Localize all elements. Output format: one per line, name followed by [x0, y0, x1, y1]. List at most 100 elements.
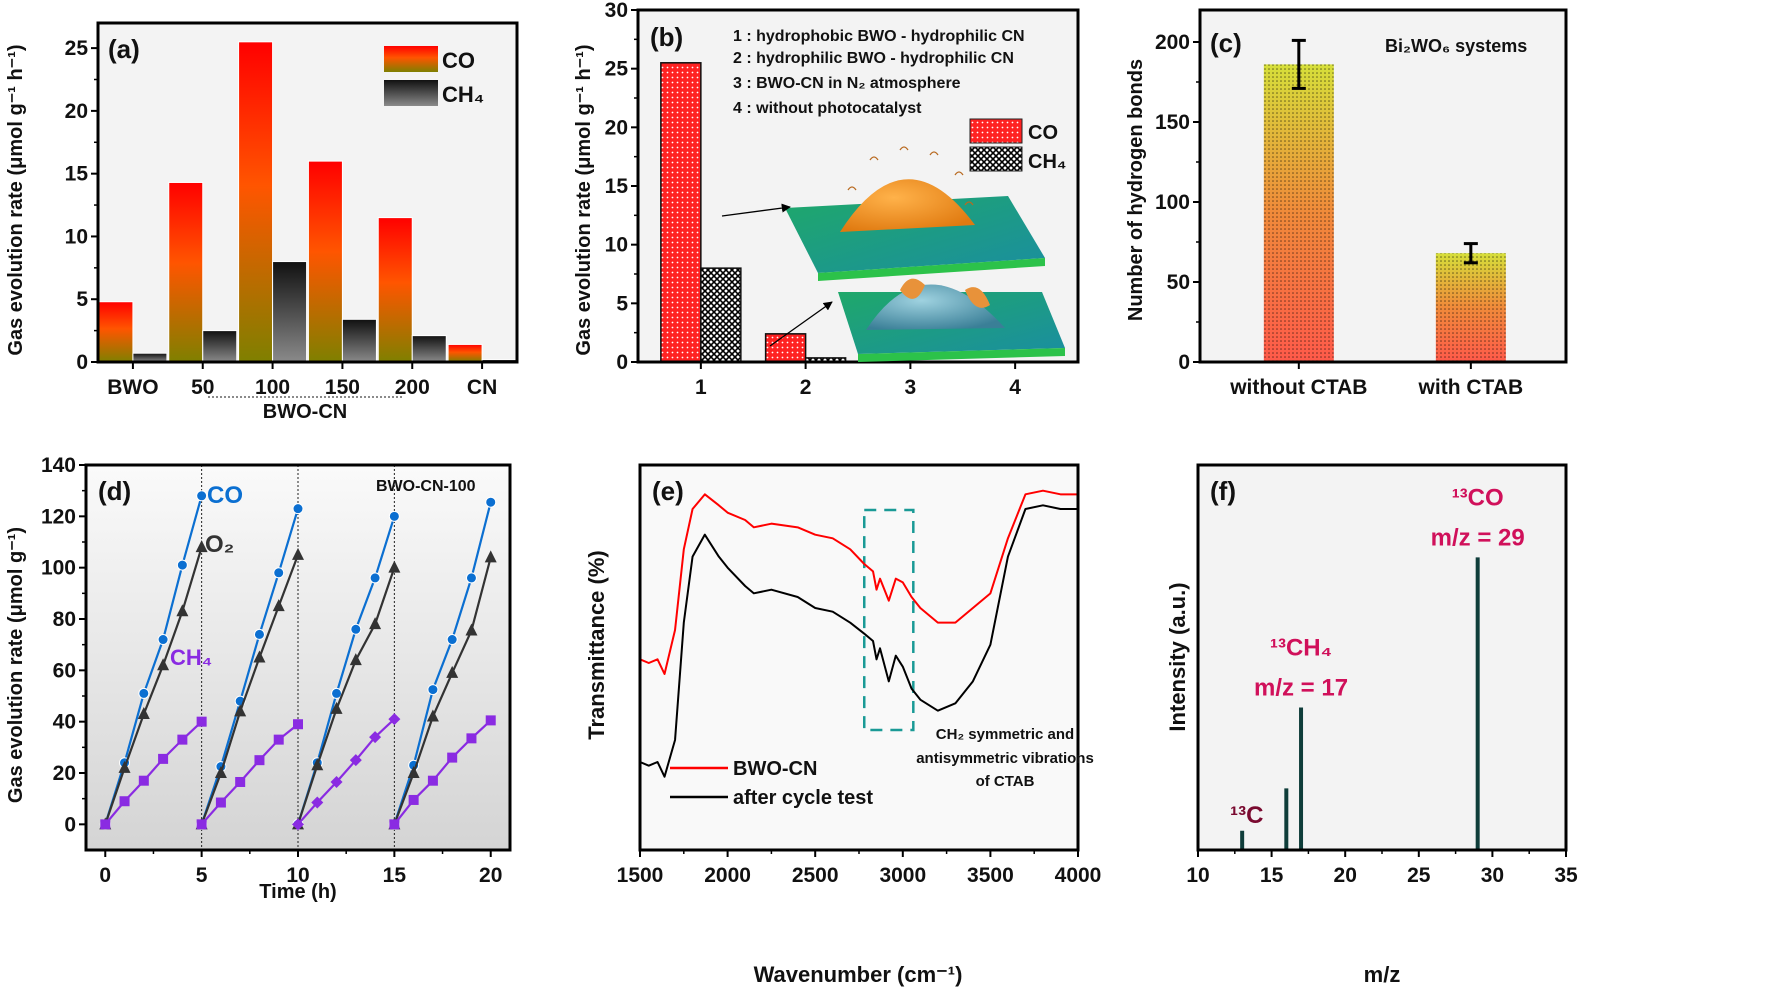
- point-ch4: [389, 819, 400, 830]
- plot-frame: [96, 21, 519, 364]
- point-o2: [214, 766, 227, 778]
- x-tick-label: 0: [99, 864, 111, 887]
- x-tick-label: 15: [1260, 864, 1284, 887]
- y-tick-label: 40: [53, 711, 76, 734]
- annotation-line-3: of CTAB: [976, 773, 1035, 790]
- point-ch4: [158, 753, 169, 764]
- legend-label-bwo-cn: BWO-CN: [733, 758, 817, 780]
- point-ch4: [427, 775, 438, 786]
- point-ch4: [408, 794, 419, 805]
- plot-frame: [1198, 8, 1568, 364]
- hydrophobic-droplet-illustration: [785, 146, 1045, 281]
- bwo-cn-group-label: BWO-CN: [263, 401, 347, 423]
- x-tick-label: 1500: [617, 864, 664, 887]
- panel-d-label: (d): [98, 476, 131, 506]
- point-o2: [446, 665, 459, 678]
- y-tick-label: 0: [76, 351, 88, 374]
- y-tick-label: 50: [1167, 271, 1190, 294]
- bar-co: [660, 62, 702, 363]
- panel-b-label: (b): [650, 22, 683, 52]
- y-tick-label: 80: [53, 608, 76, 631]
- panel-a-ylabel: Gas evolution rate (μmol g⁻¹ h⁻¹): [5, 44, 27, 355]
- bar-co: [764, 333, 807, 363]
- x-tick-label: 10: [286, 864, 309, 887]
- y-tick-label: 25: [605, 58, 629, 81]
- y-tick-label: 140: [41, 454, 76, 477]
- point-ch4: [254, 755, 265, 766]
- x-tick-label: 20: [479, 864, 502, 887]
- panel-b-legend: CO CH₄: [969, 118, 1066, 173]
- point-ch4: [119, 796, 130, 807]
- y-tick-label: 0: [64, 813, 76, 836]
- y-tick-label: 10: [605, 234, 628, 257]
- x-tick-label: 3500: [967, 864, 1014, 887]
- point-o2: [292, 547, 304, 560]
- x-tick-label: without CTAB: [1229, 376, 1367, 399]
- panel-e-plot-area: [640, 465, 1078, 850]
- point-o2: [253, 650, 266, 663]
- x-tick-label: 20: [1334, 864, 1357, 887]
- spectrum-after-cycle: [639, 504, 1078, 778]
- x-tick-label: 5: [196, 864, 208, 887]
- point-o2: [465, 623, 478, 636]
- point-ch4: [447, 752, 458, 763]
- x-tick-label: 2000: [704, 864, 751, 887]
- point-o2: [195, 540, 208, 553]
- point-co: [350, 623, 362, 635]
- panel-a: 0 5 10 15 20 25 BWO 50 100 150 200 CN (a) CO CH₄ Ga…: [5, 21, 519, 423]
- bar-co: [307, 160, 343, 363]
- point-o2: [369, 617, 382, 630]
- hydrophilic-droplet-illustration: [838, 278, 1065, 362]
- point-ch4: [138, 775, 149, 786]
- line-o2: [200, 554, 300, 825]
- point-ch4: [215, 797, 226, 808]
- legend-label-co: CO: [442, 48, 475, 73]
- y-tick-label: 150: [1155, 111, 1190, 134]
- point-ch4: [196, 716, 207, 727]
- point-ch4: [349, 754, 362, 767]
- point-o2: [407, 766, 420, 778]
- point-ch4: [293, 719, 303, 730]
- x-tick-label: 1: [695, 376, 707, 399]
- panel-a-legend: CO CH₄: [384, 46, 484, 107]
- point-o2: [388, 560, 401, 573]
- panel-b: 0 5 10 15 20 25 30 1 2 3 4 (b) 1 : hydrophobic BWO…: [573, 0, 1080, 399]
- point-ch4: [235, 776, 246, 787]
- x-tick-label: 4000: [1055, 864, 1102, 887]
- panel-c-plot-area: [1200, 10, 1566, 362]
- x-tick-label: 15: [383, 864, 407, 887]
- point-o2: [484, 550, 497, 563]
- x-tick-label: 35: [1554, 864, 1578, 887]
- panel-c-label: (c): [1210, 28, 1242, 58]
- y-tick-label: 20: [605, 116, 628, 139]
- point-o2: [426, 709, 439, 722]
- panel-b-ylabel: Gas evolution rate (μmol g⁻¹ h⁻¹): [573, 44, 595, 355]
- point-co: [388, 510, 400, 522]
- y-tick-label: 100: [41, 557, 76, 580]
- condition-3: 3 : BWO-CN in N₂ atmosphere: [733, 75, 961, 92]
- x-tick-label: 2: [800, 376, 812, 399]
- y-tick-label: 60: [53, 659, 76, 682]
- line-co: [104, 495, 203, 825]
- x-tick-label: 4: [1009, 376, 1021, 399]
- bar-co: [98, 301, 134, 363]
- y-tick-label: 5: [616, 292, 628, 315]
- x-tick-label: 100: [255, 376, 290, 399]
- spectrum-bwo-cn: [639, 489, 1078, 675]
- y-tick-label: 10: [65, 225, 88, 248]
- point-o2: [272, 599, 285, 612]
- panel-a-label: (a): [108, 34, 140, 64]
- bar-ch4: [341, 318, 377, 363]
- x-tick-label: BWO: [107, 376, 158, 399]
- arrow-to-hydrophilic: [769, 301, 833, 347]
- bar-ch4: [411, 335, 447, 363]
- legend-swatch-ch4: [384, 80, 438, 106]
- point-ch4: [485, 715, 496, 726]
- point-co: [157, 634, 169, 646]
- point-ch4: [311, 796, 324, 809]
- panel-f-plot-area: [1198, 465, 1566, 850]
- peak-mz-label: m/z = 29: [1431, 524, 1525, 551]
- point-co: [273, 567, 285, 579]
- point-co: [446, 634, 458, 646]
